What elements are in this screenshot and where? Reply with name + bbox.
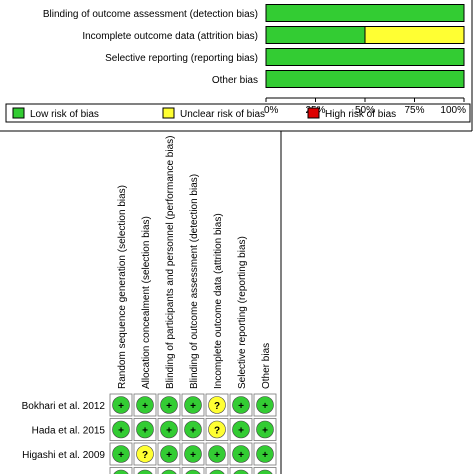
bar-segment xyxy=(265,70,465,88)
judgement-dot xyxy=(112,420,130,439)
legend-box xyxy=(5,103,471,123)
judgement-dot xyxy=(184,420,202,439)
legend-label: Unclear risk of bias xyxy=(180,109,265,120)
category-label: Blinding of outcome assessment (detectio… xyxy=(43,9,258,20)
column-header: Allocation concealment (selection bias) xyxy=(141,216,152,389)
judgement-dot xyxy=(136,420,154,439)
column-header: Incomplete outcome data (attrition bias) xyxy=(213,213,224,389)
judgement-dot xyxy=(160,420,178,439)
risk-of-bias-summary-chart: Blinding of outcome assessment (detectio… xyxy=(0,0,473,132)
judgement-dot xyxy=(185,469,201,474)
judgement-symbol: + xyxy=(214,450,220,461)
judgement-dot xyxy=(208,420,226,439)
judgement-symbol: ? xyxy=(142,450,148,461)
judgement-dot xyxy=(232,445,250,463)
column-header: Other bias xyxy=(261,343,272,389)
bar-segment xyxy=(364,26,465,44)
legend-swatch xyxy=(12,107,25,119)
judgement-symbol: + xyxy=(142,426,148,437)
judgement-symbol: + xyxy=(118,450,124,461)
judgement-symbol: + xyxy=(238,450,244,461)
column-header: Blinding of participants and personnel (… xyxy=(165,136,176,389)
category-label: Other bias xyxy=(212,75,258,86)
judgement-dot xyxy=(233,469,249,474)
judgement-dot xyxy=(160,396,178,414)
legend-label: High risk of bias xyxy=(325,109,396,120)
judgement-dot xyxy=(209,469,225,474)
judgement-dot xyxy=(136,396,154,414)
judgement-symbol: + xyxy=(190,450,196,461)
judgement-dot xyxy=(232,420,250,439)
judgement-dot xyxy=(112,396,130,414)
judgement-dot xyxy=(160,445,178,463)
judgement-dot xyxy=(208,396,226,414)
column-header: Selective reporting (reporting bias) xyxy=(237,236,248,389)
category-label: Selective reporting (reporting bias) xyxy=(105,53,258,64)
judgement-dot xyxy=(208,445,226,463)
judgement-symbol: + xyxy=(118,426,124,437)
x-tick-label: 50% xyxy=(355,105,375,116)
judgement-dot xyxy=(232,396,250,414)
judgement-symbol: + xyxy=(190,426,196,437)
bar-segment xyxy=(265,48,465,66)
judgement-symbol: + xyxy=(166,450,172,461)
x-tick-label: 100% xyxy=(440,105,466,116)
judgement-dot xyxy=(256,445,274,463)
judgement-symbol: + xyxy=(238,401,244,412)
column-header: Random sequence generation (selection bi… xyxy=(117,185,128,389)
judgement-dot xyxy=(184,396,202,414)
bar-segment xyxy=(265,26,366,44)
judgement-dot xyxy=(257,469,273,474)
judgement-symbol: ? xyxy=(214,426,220,437)
legend-swatch xyxy=(307,107,320,119)
judgement-symbol: + xyxy=(166,401,172,412)
judgement-symbol: ? xyxy=(214,401,220,412)
judgement-symbol: + xyxy=(262,450,268,461)
judgement-dot xyxy=(161,469,177,474)
judgement-dot xyxy=(256,420,274,439)
x-tick-label: 75% xyxy=(404,105,424,116)
judgement-symbol: + xyxy=(238,426,244,437)
judgement-symbol: + xyxy=(262,426,268,437)
study-label: Hada et al. 2015 xyxy=(32,426,106,437)
judgement-dot xyxy=(113,469,129,474)
judgement-dot xyxy=(136,445,154,463)
judgement-symbol: + xyxy=(166,426,172,437)
category-label: Incomplete outcome data (attrition bias) xyxy=(82,31,258,42)
study-label: Higashi et al. 2009 xyxy=(22,450,105,461)
judgement-dot xyxy=(137,469,153,474)
judgement-symbol: + xyxy=(118,401,124,412)
judgement-dot xyxy=(184,445,202,463)
legend-label: Low risk of bias xyxy=(30,109,99,120)
judgement-symbol: + xyxy=(142,401,148,412)
judgement-symbol: + xyxy=(262,401,268,412)
bar-segment xyxy=(265,4,465,22)
legend-swatch xyxy=(162,107,175,119)
column-header: Blinding of outcome assessment (detectio… xyxy=(189,174,200,389)
study-label: Bokhari et al. 2012 xyxy=(22,401,106,412)
risk-of-bias-table: Random sequence generation (selection bi… xyxy=(22,131,282,474)
x-tick-label: 0% xyxy=(264,105,279,116)
judgement-symbol: + xyxy=(190,401,196,412)
judgement-dot xyxy=(112,445,130,463)
judgement-dot xyxy=(256,396,274,414)
